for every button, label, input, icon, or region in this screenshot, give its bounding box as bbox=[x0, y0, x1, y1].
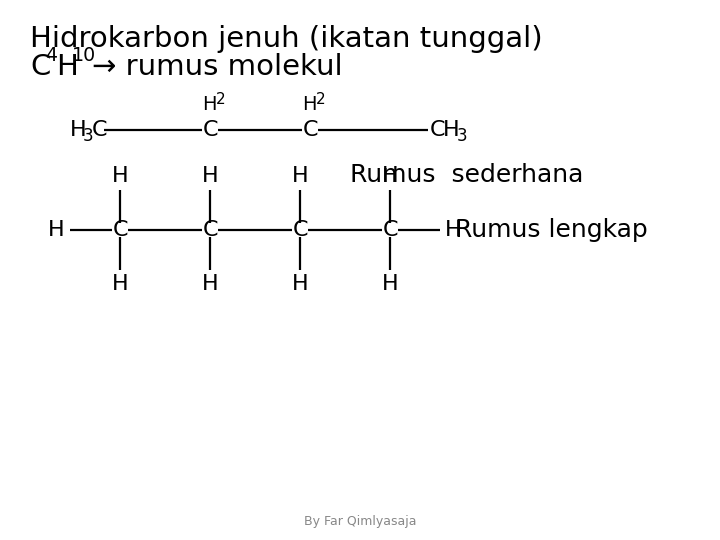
Text: H: H bbox=[48, 220, 65, 240]
Text: 4: 4 bbox=[45, 46, 57, 65]
Text: H: H bbox=[112, 274, 128, 294]
Text: H: H bbox=[382, 274, 398, 294]
Text: C: C bbox=[430, 120, 446, 140]
Text: Rumus lengkap: Rumus lengkap bbox=[455, 218, 648, 242]
Text: H: H bbox=[443, 120, 459, 140]
Text: C: C bbox=[202, 220, 217, 240]
Text: C: C bbox=[292, 220, 307, 240]
Text: C: C bbox=[382, 220, 397, 240]
Text: 10: 10 bbox=[72, 46, 96, 65]
Text: H: H bbox=[202, 274, 218, 294]
Text: 2: 2 bbox=[216, 92, 225, 107]
Text: H: H bbox=[112, 166, 128, 186]
Text: H: H bbox=[292, 274, 308, 294]
Text: 3: 3 bbox=[83, 127, 94, 145]
Text: H: H bbox=[445, 220, 462, 240]
Text: H: H bbox=[70, 120, 86, 140]
Text: C: C bbox=[92, 120, 107, 140]
Text: By Far Qimlyasaja: By Far Qimlyasaja bbox=[304, 516, 416, 529]
Text: C: C bbox=[302, 120, 318, 140]
Text: C: C bbox=[30, 53, 50, 81]
Text: H: H bbox=[292, 166, 308, 186]
Text: H: H bbox=[202, 166, 218, 186]
Text: Hidrokarbon jenuh (ikatan tunggal): Hidrokarbon jenuh (ikatan tunggal) bbox=[30, 25, 543, 53]
Text: H: H bbox=[56, 53, 78, 81]
Text: H: H bbox=[202, 94, 217, 113]
Text: H: H bbox=[302, 94, 317, 113]
Text: 3: 3 bbox=[457, 127, 467, 145]
Text: → rumus molekul: → rumus molekul bbox=[92, 53, 343, 81]
Text: 2: 2 bbox=[316, 92, 325, 107]
Text: Rumus  sederhana: Rumus sederhana bbox=[350, 163, 583, 187]
Text: C: C bbox=[202, 120, 217, 140]
Text: H: H bbox=[382, 166, 398, 186]
Text: C: C bbox=[112, 220, 127, 240]
